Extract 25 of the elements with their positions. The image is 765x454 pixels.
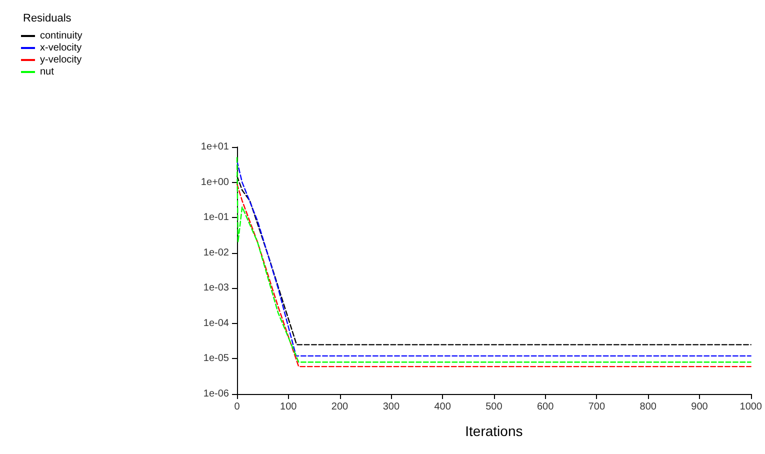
y-tick-label: 1e-06 [203, 388, 230, 400]
legend-label: nut [40, 66, 54, 78]
legend-label: y-velocity [40, 54, 82, 66]
y-tick-label: 1e-04 [203, 318, 230, 329]
y-tick-label: 1e+01 [200, 142, 230, 152]
x-tick-label: 200 [331, 402, 349, 412]
y-tick-label: 1e-03 [203, 282, 230, 294]
legend-label: continuity [40, 30, 82, 42]
y-tick-label: 1e+00 [200, 176, 230, 188]
x-tick-label: 300 [382, 402, 400, 412]
x-tick-label: 700 [588, 402, 606, 412]
legend-label: x-velocity [40, 42, 82, 54]
legend-title: Residuals [23, 12, 72, 24]
x-tick-label: 500 [486, 402, 503, 412]
y-tick-label: 1e-01 [203, 212, 230, 224]
x-tick-label: 400 [434, 402, 452, 412]
x-tick-label: 100 [280, 402, 298, 412]
x-axis-title: Iterations [465, 423, 523, 439]
x-tick-label: 800 [640, 402, 657, 412]
x-tick-label: 900 [691, 402, 708, 412]
y-tick-label: 1e-02 [203, 247, 230, 258]
x-tick-label: 600 [536, 402, 554, 412]
y-tick-label: 1e-05 [203, 353, 230, 364]
x-tick-label: 0 [234, 402, 240, 412]
x-tick-label: 1000 [740, 402, 762, 412]
